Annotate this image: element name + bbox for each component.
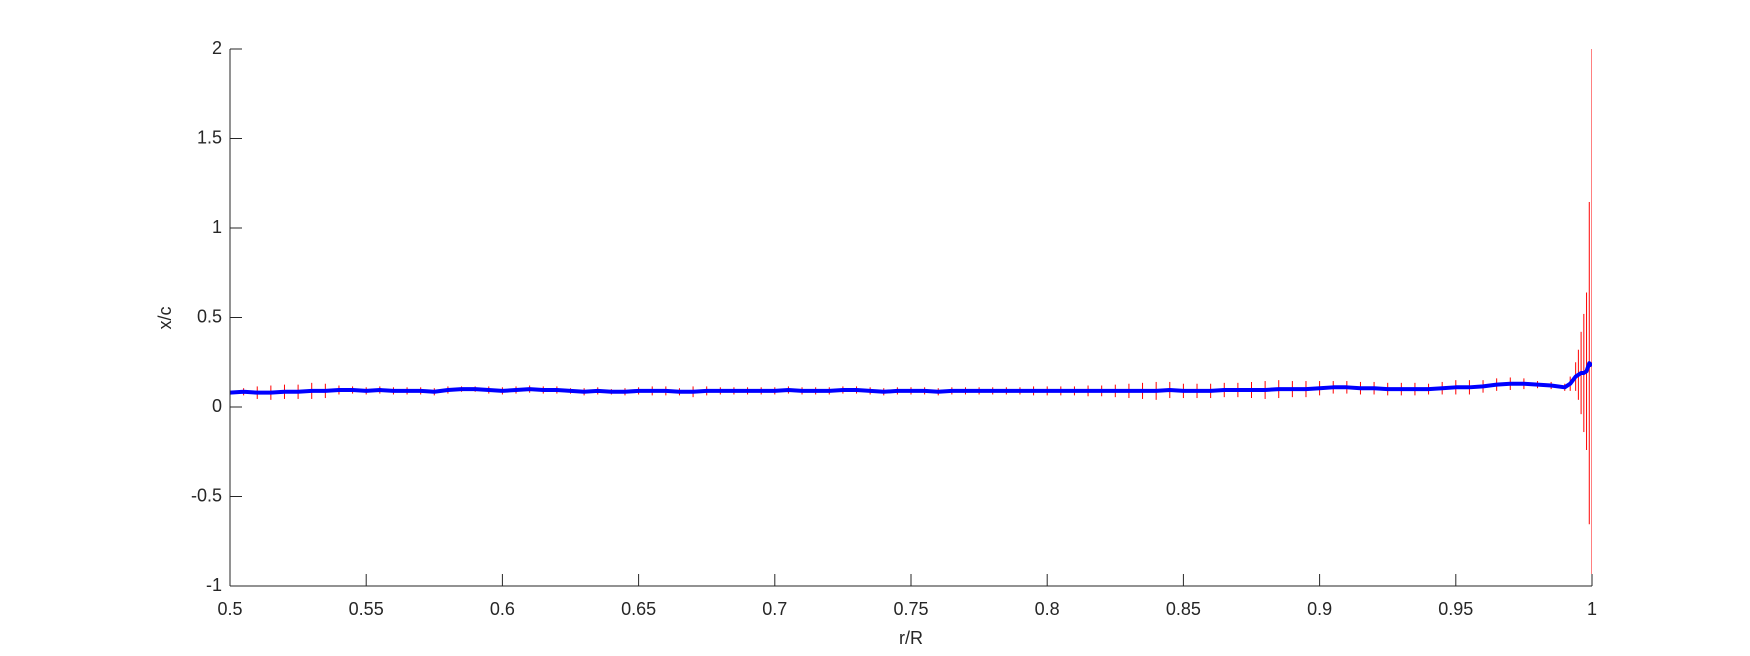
x-tick-label: 0.65	[621, 599, 656, 619]
y-tick-label: 2	[212, 38, 222, 58]
x-tick-label: 0.85	[1166, 599, 1201, 619]
x-tick-label: 1	[1587, 599, 1597, 619]
x-tick-label: 0.95	[1438, 599, 1473, 619]
y-tick-label: 1	[212, 217, 222, 237]
plot-area	[230, 49, 1592, 586]
y-tick-label: 0	[212, 396, 222, 416]
x-tick-label: 0.55	[349, 599, 384, 619]
y-tick-label: -0.5	[191, 485, 222, 505]
y-tick-label: -1	[206, 575, 222, 595]
x-tick-label: 0.5	[217, 599, 242, 619]
x-tick-label: 0.6	[490, 599, 515, 619]
x-axis-label: r/R	[899, 628, 923, 648]
x-tick-label: 0.9	[1307, 599, 1332, 619]
line	[230, 361, 1592, 395]
x-tick-label: 0.8	[1035, 599, 1060, 619]
x-tick-label: 0.75	[893, 599, 928, 619]
y-tick-label: 1.5	[197, 127, 222, 147]
x-tick-label: 0.7	[762, 599, 787, 619]
y-tick-label: 0.5	[197, 306, 222, 326]
y-axis-label: x/c	[155, 306, 175, 329]
